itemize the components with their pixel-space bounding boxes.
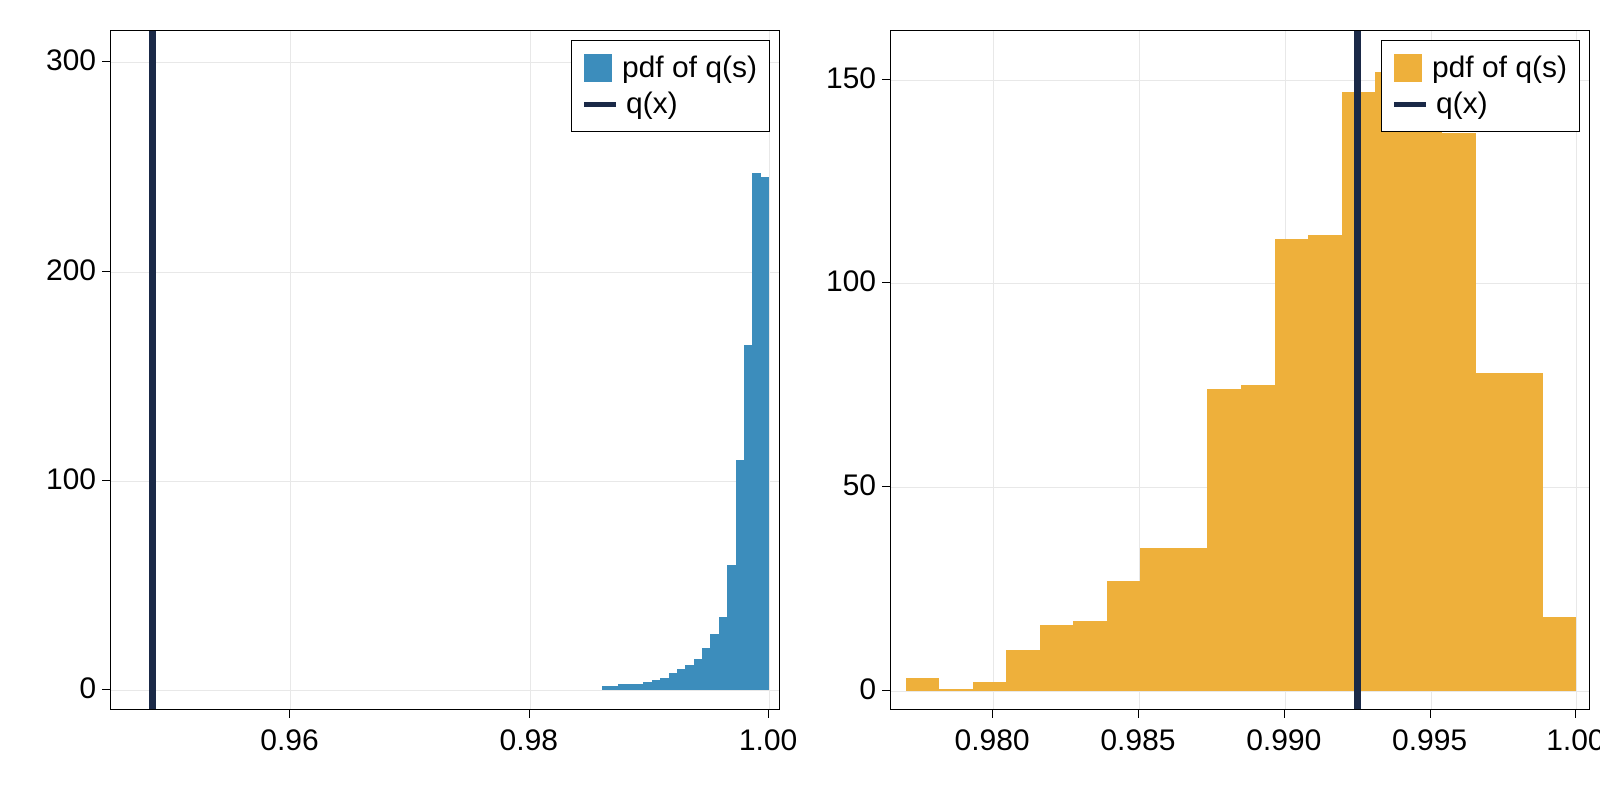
left-ytick-label: 300 [46,44,96,78]
left-ytick-label: 200 [46,254,96,288]
left-bar [660,678,668,691]
right-legend-pdf-label: pdf of q(s) [1432,51,1567,85]
left-bar [752,173,760,690]
left-bar [652,680,660,690]
left-bar [744,345,752,690]
right-gridline-v [993,31,994,709]
left-bar [677,669,685,690]
left-gridline-h [111,272,779,273]
left-ytick [102,689,110,690]
right-xtick-label: 0.980 [955,724,1030,758]
left-bar [610,686,618,690]
right-xtick-label: 1.00 [1546,724,1600,758]
right-legend-row-qx: q(x) [1394,87,1567,121]
left-gridline-v [769,31,770,709]
left-xtick [289,710,290,718]
right-bar [1509,373,1543,691]
right-bar [939,689,973,691]
left-qx-line [149,31,156,709]
right-ytick-label: 0 [859,673,876,707]
left-ytick-label: 0 [79,672,96,706]
left-xtick [529,710,530,718]
right-ytick-label: 150 [826,62,876,96]
right-bar [1409,72,1443,691]
left-legend-qx-label: q(x) [626,87,678,121]
left-bar [719,617,727,690]
left-gridline-v [290,31,291,709]
right-ytick [882,282,890,283]
right-bar [973,682,1007,690]
left-gridline-v [530,31,531,709]
left-legend-row-qx: q(x) [584,87,757,121]
right-gridline-v [1576,31,1577,709]
right-gridline-h [891,283,1589,284]
right-bar [1308,235,1342,691]
right-ytick [882,486,890,487]
left-legend-pdf-label: pdf of q(s) [622,51,757,85]
left-xtick-label: 1.00 [739,724,797,758]
left-plot-area [110,30,780,710]
left-legend: pdf of q(s)q(x) [571,40,770,132]
right-bar [1543,617,1577,690]
right-bar [1275,239,1309,691]
left-legend-swatch-icon [584,54,612,82]
left-bar [736,460,744,690]
right-bar [1107,581,1141,691]
right-xtick-label: 0.995 [1392,724,1467,758]
left-legend-row-pdf: pdf of q(s) [584,51,757,85]
left-bar [643,682,651,690]
right-bar [906,678,940,690]
right-gridline-h [891,691,1589,692]
left-bar [627,684,635,690]
right-legend: pdf of q(s)q(x) [1381,40,1580,132]
left-xtick-label: 0.98 [500,724,558,758]
left-bar [702,648,710,690]
left-bar [710,634,718,690]
right-bar [1040,625,1074,690]
left-bar [618,684,626,690]
right-ytick-label: 100 [826,265,876,299]
left-bar [635,684,643,690]
left-gridline-h [111,481,779,482]
right-legend-qx-label: q(x) [1436,87,1488,121]
left-xtick [768,710,769,718]
right-bar [1207,389,1241,690]
left-xtick-label: 0.96 [260,724,318,758]
left-ytick [102,480,110,481]
left-bar [602,686,610,690]
right-xtick [992,710,993,718]
left-bar [685,665,693,690]
right-bar [1073,621,1107,690]
left-ytick-label: 100 [46,463,96,497]
left-bar [727,565,735,691]
right-xtick [1575,710,1576,718]
right-plot-area [890,30,1590,710]
right-xtick [1430,710,1431,718]
right-xtick-label: 0.990 [1246,724,1321,758]
left-bar [669,673,677,690]
right-xtick [1284,710,1285,718]
right-qx-line [1354,31,1361,709]
right-bar [1174,548,1208,691]
left-gridline-h [111,690,779,691]
right-ytick-label: 50 [843,469,876,503]
right-legend-swatch-icon [1394,54,1422,82]
right-bar [1241,385,1275,690]
left-bar [694,659,702,690]
left-ytick [102,271,110,272]
right-bar [1006,650,1040,691]
right-bar [1442,133,1476,691]
right-legend-row-pdf: pdf of q(s) [1394,51,1567,85]
left-bar [761,177,769,690]
right-ytick [882,690,890,691]
right-ytick [882,79,890,80]
right-legend-line-icon [1394,102,1426,107]
right-xtick [1138,710,1139,718]
left-ytick [102,61,110,62]
left-legend-line-icon [584,102,616,107]
right-bar [1140,548,1174,691]
right-xtick-label: 0.985 [1100,724,1175,758]
right-bar [1476,373,1510,691]
right-bar [1375,72,1409,691]
